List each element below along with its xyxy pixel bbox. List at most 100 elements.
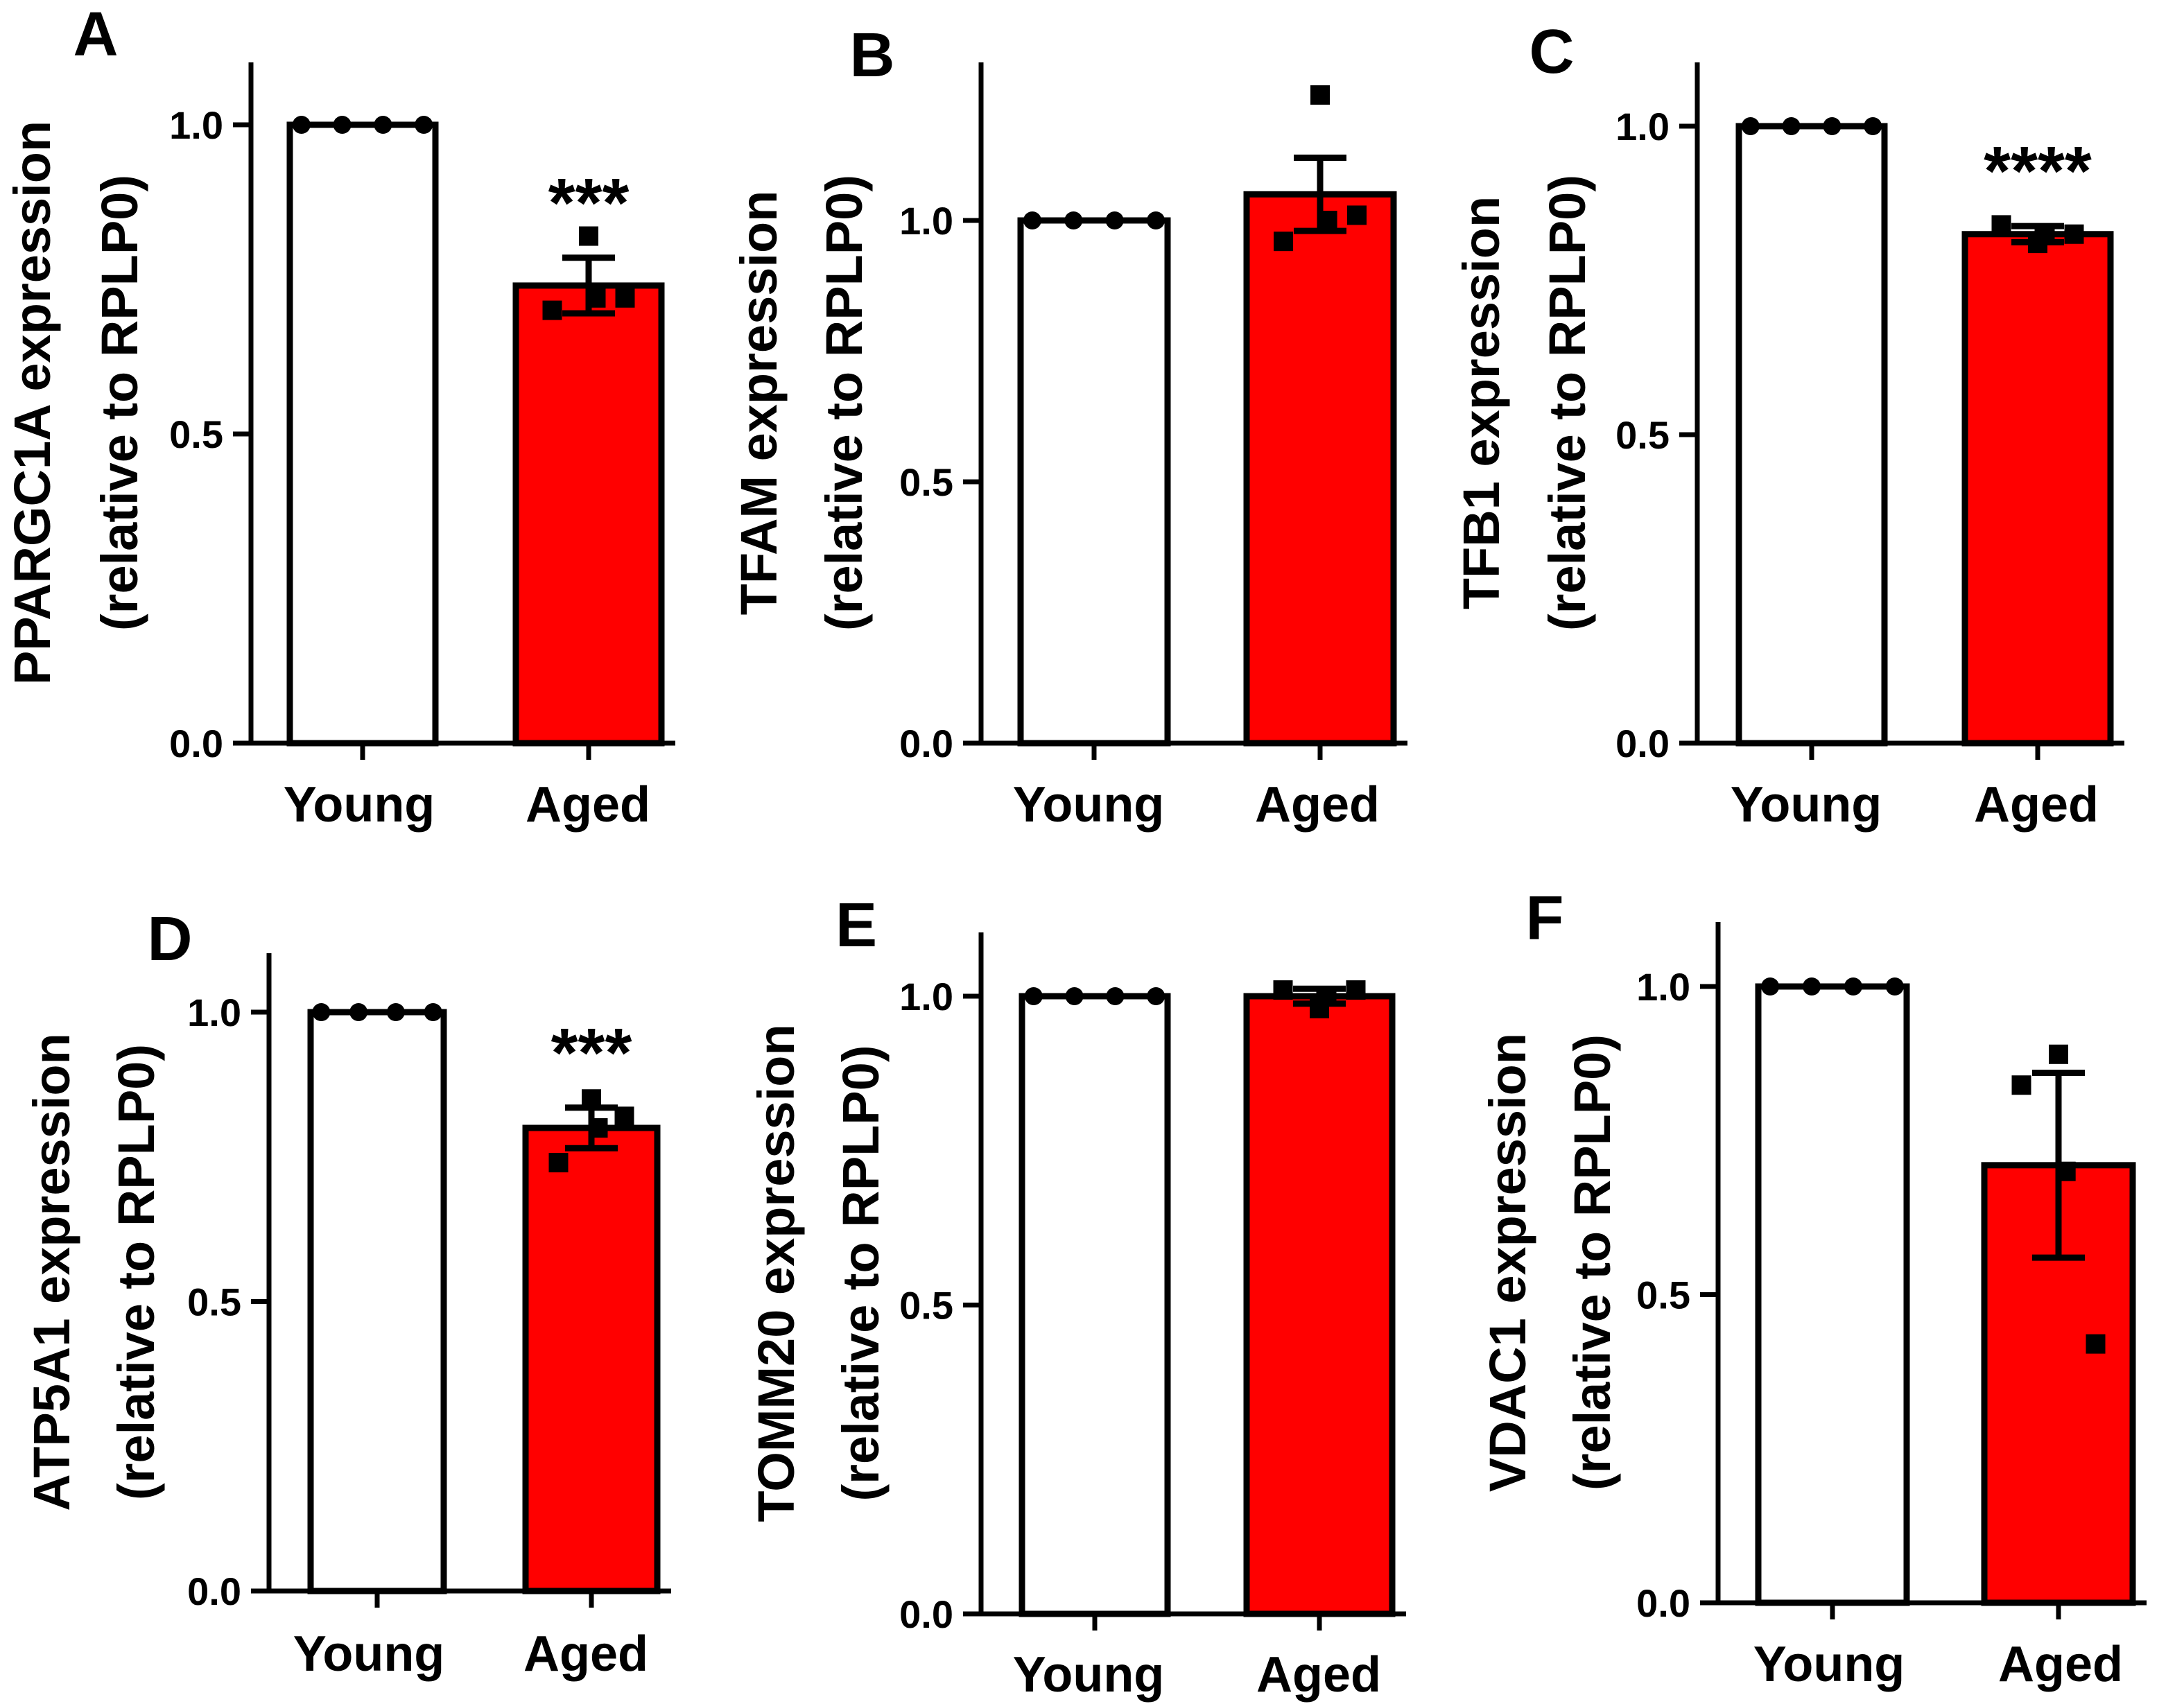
panel-d: D ATP5A1 expression (relative to RPLP0) 0.0… <box>23 905 671 1682</box>
bar-young-d <box>307 1009 447 1594</box>
data-point-aged-a <box>615 288 635 308</box>
bar-young-f <box>1755 983 1910 1606</box>
bar-young-a <box>286 121 439 747</box>
y-tick-label-e: 0.5 <box>899 1284 953 1328</box>
data-point-young-c <box>1823 117 1841 135</box>
data-point-aged-f <box>2056 1161 2076 1181</box>
data-point-aged-f <box>2011 1075 2031 1095</box>
data-point-aged-d <box>582 1089 601 1109</box>
panel-letter-c: C <box>1529 17 1575 87</box>
panel-b: B TFAM expression (relative to RPLP0) 0.0 0.… <box>730 21 1407 833</box>
y-axis-subtitle-b: (relative to RPLP0) <box>815 175 873 631</box>
category-label-d: Young <box>293 1626 445 1682</box>
data-point-aged-a <box>586 288 606 308</box>
data-point-young-c <box>1864 117 1882 135</box>
y-axis-title-a: PPARGC1A expression <box>3 121 61 685</box>
data-point-aged-a <box>579 226 598 246</box>
data-point-young-a <box>415 116 433 134</box>
y-tick-label-d: 0.5 <box>187 1280 241 1324</box>
y-tick-label-c: 0.0 <box>1615 722 1670 765</box>
y-axis-title-c: TFB1 expression <box>1453 196 1510 609</box>
data-point-young-e <box>1106 987 1125 1005</box>
data-point-young-a <box>374 116 392 134</box>
data-point-aged-b <box>1274 232 1293 252</box>
y-axis-subtitle-c: (relative to RPLP0) <box>1539 175 1596 631</box>
bar-young-b <box>1017 217 1171 747</box>
data-point-young-f <box>1844 977 1862 996</box>
bar-aged-e <box>1243 993 1396 1617</box>
y-axis-subtitle-f: (relative to RPLP0) <box>1563 1034 1621 1490</box>
data-point-young-c <box>1782 117 1801 135</box>
y-axis-subtitle-a: (relative to RPLP0) <box>91 175 148 631</box>
data-point-young-d <box>386 1003 405 1021</box>
data-point-young-b <box>1023 211 1041 229</box>
bar-aged-d <box>522 1124 661 1594</box>
category-label-d: Aged <box>523 1626 648 1682</box>
y-tick-label-a: 1.0 <box>169 103 223 147</box>
data-point-aged-b <box>1347 205 1367 225</box>
category-label-c: Aged <box>1974 777 2099 833</box>
data-point-aged-e <box>1317 986 1337 1006</box>
y-tick-label-f: 0.5 <box>1636 1273 1690 1317</box>
category-label-b: Aged <box>1255 777 1380 833</box>
y-tick-label-e: 1.0 <box>899 975 953 1018</box>
category-label-b: Young <box>1013 777 1165 833</box>
y-axis-subtitle-d: (relative to RPLP0) <box>107 1044 165 1500</box>
data-point-aged-e <box>1346 980 1366 1000</box>
y-tick-label-a: 0.0 <box>169 722 223 765</box>
y-axis-title-e: TOMM20 expression <box>747 1024 805 1522</box>
y-tick-label-b: 1.0 <box>899 199 953 243</box>
y-tick-label-d: 0.0 <box>187 1570 241 1613</box>
y-tick-label-a: 0.5 <box>169 412 223 456</box>
data-point-aged-d <box>614 1106 634 1127</box>
category-label-a: Young <box>284 777 435 833</box>
data-point-young-b <box>1105 211 1124 229</box>
panel-e: E TOMM20 expression (relative to RPLP0) 0.0… <box>747 891 1406 1703</box>
panel-letter-e: E <box>835 891 877 960</box>
data-point-young-a <box>333 116 352 134</box>
category-label-e: Aged <box>1256 1647 1381 1703</box>
bar-young-e <box>1019 993 1171 1617</box>
data-point-aged-c <box>1991 215 2011 235</box>
y-tick-label-d: 1.0 <box>187 991 241 1034</box>
data-point-young-a <box>292 116 311 134</box>
y-tick-label-f: 1.0 <box>1636 965 1690 1009</box>
data-point-aged-a <box>542 300 562 320</box>
data-point-aged-b <box>1310 85 1330 105</box>
panel-letter-a: A <box>73 0 119 69</box>
panel-f: F VDAC1 expression (relative to RPLP0) 0.0 0… <box>1479 884 2147 1692</box>
significance-label-d: *** <box>551 1014 632 1092</box>
significance-label-a: *** <box>548 164 630 242</box>
significance-label-c: **** <box>1984 132 2092 210</box>
data-point-young-e <box>1147 987 1165 1005</box>
y-tick-label-c: 1.0 <box>1615 105 1670 148</box>
y-axis-title-d: ATP5A1 expression <box>23 1033 80 1511</box>
category-label-f: Young <box>1753 1637 1905 1692</box>
panel-letter-f: F <box>1526 884 1564 953</box>
data-point-young-b <box>1064 211 1083 229</box>
panel-c: C TFB1 expression (relative to RPLP0) 0.0 0.… <box>1453 17 2124 833</box>
data-point-young-f <box>1885 977 1904 996</box>
data-point-aged-d <box>548 1153 569 1173</box>
bar-aged-c <box>1961 231 2114 747</box>
data-point-young-f <box>1761 977 1780 996</box>
y-axis-title-b: TFAM expression <box>730 191 788 616</box>
data-point-aged-d <box>588 1118 608 1138</box>
category-label-f: Aged <box>1998 1637 2123 1692</box>
data-point-young-d <box>312 1003 331 1021</box>
bar-aged-b <box>1243 191 1397 747</box>
panel-letter-b: B <box>850 21 895 90</box>
data-point-aged-f <box>2049 1044 2068 1064</box>
data-point-aged-b <box>1317 211 1337 230</box>
y-tick-label-b: 0.5 <box>899 460 953 504</box>
y-tick-label-e: 0.0 <box>899 1592 953 1636</box>
data-point-young-e <box>1024 987 1043 1005</box>
y-axis-subtitle-e: (relative to RPLP0) <box>832 1045 890 1502</box>
data-point-young-d <box>349 1003 368 1021</box>
data-point-aged-f <box>2086 1334 2106 1354</box>
y-tick-label-f: 0.0 <box>1636 1581 1690 1625</box>
category-label-c: Young <box>1731 777 1882 833</box>
y-axis-title-f: VDAC1 expression <box>1479 1033 1536 1492</box>
